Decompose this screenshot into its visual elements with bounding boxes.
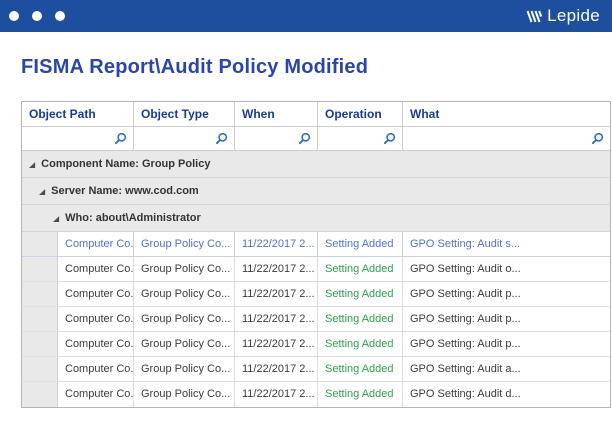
cell-object-path: Computer Co...: [58, 332, 134, 357]
table-row[interactable]: Computer Co... Group Policy Co... 11/22/…: [22, 257, 610, 282]
top-bar: Lepide: [0, 0, 612, 32]
cell-object-type: Group Policy Co...: [134, 282, 235, 307]
group-indent: [22, 382, 58, 407]
filter-when[interactable]: [235, 127, 318, 151]
cell-what: GPO Setting: Audit s...: [403, 232, 610, 257]
cell-object-type: Group Policy Co...: [134, 307, 235, 332]
column-header-operation[interactable]: Operation: [318, 102, 403, 127]
cell-what: GPO Setting: Audit a...: [403, 357, 610, 382]
group-row-label: Component Name: Group Policy: [41, 158, 211, 170]
cell-object-path: Computer Co...: [58, 232, 134, 257]
cell-object-type: Group Policy Co...: [134, 357, 235, 382]
column-header-when[interactable]: When: [235, 102, 318, 127]
filter-operation[interactable]: [318, 127, 403, 151]
group-row-label: Server Name: www.cod.com: [51, 185, 199, 197]
window-dot[interactable]: [32, 11, 42, 21]
audit-grid: Object Path Object Type When Operation W…: [21, 101, 611, 408]
cell-what: GPO Setting: Audit p...: [403, 307, 610, 332]
cell-what: GPO Setting: Audit p...: [403, 282, 610, 307]
search-icon[interactable]: [383, 132, 396, 145]
expand-triangle-icon[interactable]: ◢: [53, 213, 60, 223]
cell-when: 11/22/2017 2...: [235, 357, 318, 382]
search-icon[interactable]: [114, 132, 127, 145]
window-controls: [9, 11, 65, 21]
cell-when: 11/22/2017 2...: [235, 307, 318, 332]
table-row[interactable]: Computer Co... Group Policy Co... 11/22/…: [22, 357, 610, 382]
group-indent: [22, 257, 58, 282]
filter-what[interactable]: [403, 127, 610, 151]
cell-operation: Setting Added: [318, 282, 403, 307]
expand-triangle-icon[interactable]: ◢: [29, 159, 36, 169]
table-row[interactable]: Computer Co... Group Policy Co... 11/22/…: [22, 282, 610, 307]
column-header-object-type[interactable]: Object Type: [134, 102, 235, 127]
lepide-logo: Lepide: [526, 6, 600, 26]
expand-triangle-icon[interactable]: ◢: [39, 186, 46, 196]
window-dot[interactable]: [55, 11, 65, 21]
cell-object-path: Computer Co...: [58, 282, 134, 307]
group-indent: [22, 307, 58, 332]
cell-when: 11/22/2017 2...: [235, 382, 318, 407]
lepide-logo-icon: [526, 10, 543, 22]
cell-when: 11/22/2017 2...: [235, 232, 318, 257]
filter-object-type[interactable]: [134, 127, 235, 151]
column-header-what[interactable]: What: [403, 102, 610, 127]
cell-what: GPO Setting: Audit p...: [403, 332, 610, 357]
cell-what: GPO Setting: Audit o...: [403, 257, 610, 282]
group-indent: [22, 232, 58, 257]
cell-object-path: Computer Co...: [58, 382, 134, 407]
cell-when: 11/22/2017 2...: [235, 282, 318, 307]
cell-operation: Setting Added: [318, 382, 403, 407]
table-row[interactable]: Computer Co... Group Policy Co... 11/22/…: [22, 307, 610, 332]
group-row-who[interactable]: ◢ Who: about\Administrator: [22, 205, 610, 232]
table-row[interactable]: Computer Co... Group Policy Co... 11/22/…: [22, 332, 610, 357]
cell-object-path: Computer Co...: [58, 357, 134, 382]
cell-operation: Setting Added: [318, 232, 403, 257]
cell-object-type: Group Policy Co...: [134, 257, 235, 282]
lepide-logo-text: Lepide: [547, 6, 600, 25]
search-icon[interactable]: [215, 132, 228, 145]
cell-operation: Setting Added: [318, 357, 403, 382]
search-icon[interactable]: [298, 132, 311, 145]
cell-object-type: Group Policy Co...: [134, 232, 235, 257]
table-row[interactable]: Computer Co... Group Policy Co... 11/22/…: [22, 232, 610, 257]
cell-when: 11/22/2017 2...: [235, 257, 318, 282]
cell-object-path: Computer Co...: [58, 257, 134, 282]
group-row-label: Who: about\Administrator: [65, 212, 201, 224]
group-indent: [22, 332, 58, 357]
filter-object-path[interactable]: [22, 127, 134, 151]
group-row-component-name[interactable]: ◢ Component Name: Group Policy: [22, 151, 610, 178]
group-indent: [22, 282, 58, 307]
cell-object-path: Computer Co...: [58, 307, 134, 332]
cell-operation: Setting Added: [318, 332, 403, 357]
column-header-row: Object Path Object Type When Operation W…: [22, 102, 610, 127]
window-dot[interactable]: [9, 11, 19, 21]
filter-row: [22, 127, 610, 151]
group-indent: [22, 357, 58, 382]
column-header-object-path[interactable]: Object Path: [22, 102, 134, 127]
search-icon[interactable]: [591, 132, 604, 145]
cell-object-type: Group Policy Co...: [134, 332, 235, 357]
cell-when: 11/22/2017 2...: [235, 332, 318, 357]
cell-what: GPO Setting: Audit d...: [403, 382, 610, 407]
cell-operation: Setting Added: [318, 307, 403, 332]
group-row-server-name[interactable]: ◢ Server Name: www.cod.com: [22, 178, 610, 205]
cell-object-type: Group Policy Co...: [134, 382, 235, 407]
table-row[interactable]: Computer Co... Group Policy Co... 11/22/…: [22, 382, 610, 407]
cell-operation: Setting Added: [318, 257, 403, 282]
page-title: FISMA Report\Audit Policy Modified: [21, 56, 369, 78]
